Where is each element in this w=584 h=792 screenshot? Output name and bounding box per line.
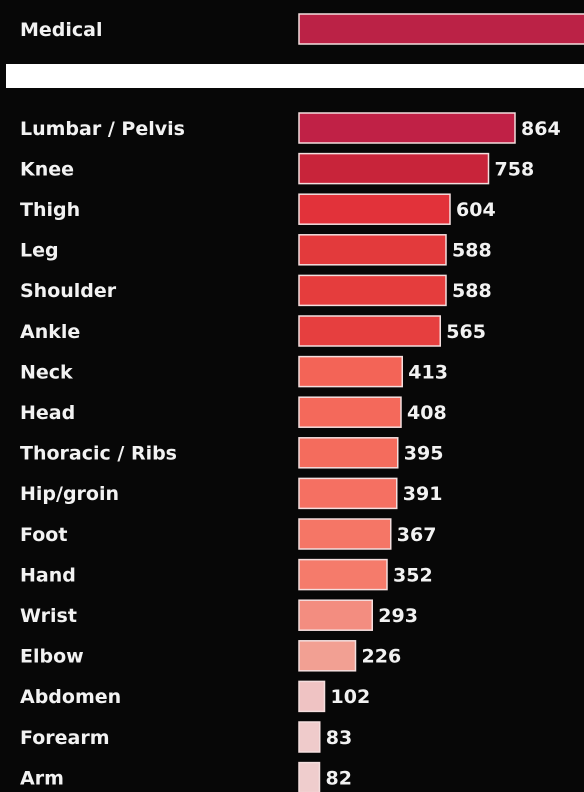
bar-leg	[298, 234, 447, 266]
bar-knee	[298, 152, 490, 185]
bar-arm	[298, 761, 321, 792]
category-label-thoracic-ribs: Thoracic / Ribs	[20, 443, 177, 465]
value-label-knee: 758	[495, 158, 535, 180]
category-label-ankle: Ankle	[20, 321, 80, 343]
category-label-knee: Knee	[20, 158, 74, 180]
category-label-elbow: Elbow	[20, 646, 84, 668]
bar-thoracic-ribs	[298, 437, 399, 469]
bar-medical	[298, 13, 584, 45]
category-label-wrist: Wrist	[20, 605, 77, 627]
category-label-hip-groin: Hip/groin	[20, 483, 119, 505]
category-label-thigh: Thigh	[20, 199, 80, 221]
category-label-leg: Leg	[20, 240, 59, 262]
value-label-abdomen: 102	[331, 686, 371, 708]
value-label-arm: 82	[326, 767, 352, 789]
value-label-foot: 367	[397, 524, 437, 546]
category-label-abdomen: Abdomen	[20, 686, 121, 708]
value-label-lumbar-pelvis: 864	[521, 118, 561, 140]
category-label-medical: Medical	[20, 19, 103, 41]
category-label-head: Head	[20, 402, 75, 424]
value-label-thoracic-ribs: 395	[404, 443, 444, 465]
value-label-neck: 413	[408, 361, 448, 383]
value-label-elbow: 226	[362, 646, 402, 668]
medical-bar-group: Medical2,773	[20, 13, 584, 45]
bar-head	[298, 396, 402, 428]
value-label-hip-groin: 391	[403, 483, 443, 505]
value-label-wrist: 293	[378, 605, 418, 627]
bar-foot	[298, 518, 392, 550]
separator-band	[6, 64, 584, 88]
value-label-forearm: 83	[326, 727, 352, 749]
value-label-head: 408	[407, 402, 447, 424]
category-label-forearm: Forearm	[20, 727, 110, 749]
value-label-hand: 352	[393, 564, 433, 586]
body-region-bar-group: Lumbar / Pelvis 864 Knee 758 Thigh 604 Leg 588 S…	[20, 112, 561, 792]
bar-thigh	[298, 193, 451, 225]
bar-lumbar-pelvis	[298, 112, 516, 144]
value-label-shoulder: 588	[452, 280, 492, 302]
bar-hand	[298, 558, 388, 591]
bar-ankle	[298, 315, 441, 347]
category-label-arm: Arm	[20, 767, 64, 789]
bar-elbow	[298, 640, 357, 672]
bar-abdomen	[298, 680, 326, 713]
bar-wrist	[298, 599, 373, 631]
category-label-foot: Foot	[20, 524, 67, 546]
category-label-neck: Neck	[20, 361, 73, 383]
bar-forearm	[298, 721, 321, 753]
bar-neck	[298, 355, 403, 388]
value-label-leg: 588	[452, 240, 492, 262]
category-label-shoulder: Shoulder	[20, 280, 117, 302]
value-label-thigh: 604	[456, 199, 496, 221]
category-label-hand: Hand	[20, 564, 76, 586]
bar-shoulder	[298, 274, 447, 307]
bar-hip-groin	[298, 477, 398, 510]
category-label-lumbar-pelvis: Lumbar / Pelvis	[20, 118, 185, 140]
value-label-ankle: 565	[446, 321, 486, 343]
